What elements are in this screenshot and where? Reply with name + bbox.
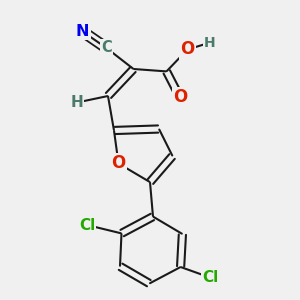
Text: H: H bbox=[204, 36, 216, 50]
Text: Cl: Cl bbox=[202, 270, 218, 285]
Text: Cl: Cl bbox=[79, 218, 95, 232]
Text: O: O bbox=[173, 88, 187, 106]
Text: C: C bbox=[101, 40, 112, 56]
Text: O: O bbox=[180, 40, 195, 58]
Text: O: O bbox=[111, 154, 126, 172]
Text: H: H bbox=[70, 95, 83, 110]
Text: N: N bbox=[76, 24, 89, 39]
